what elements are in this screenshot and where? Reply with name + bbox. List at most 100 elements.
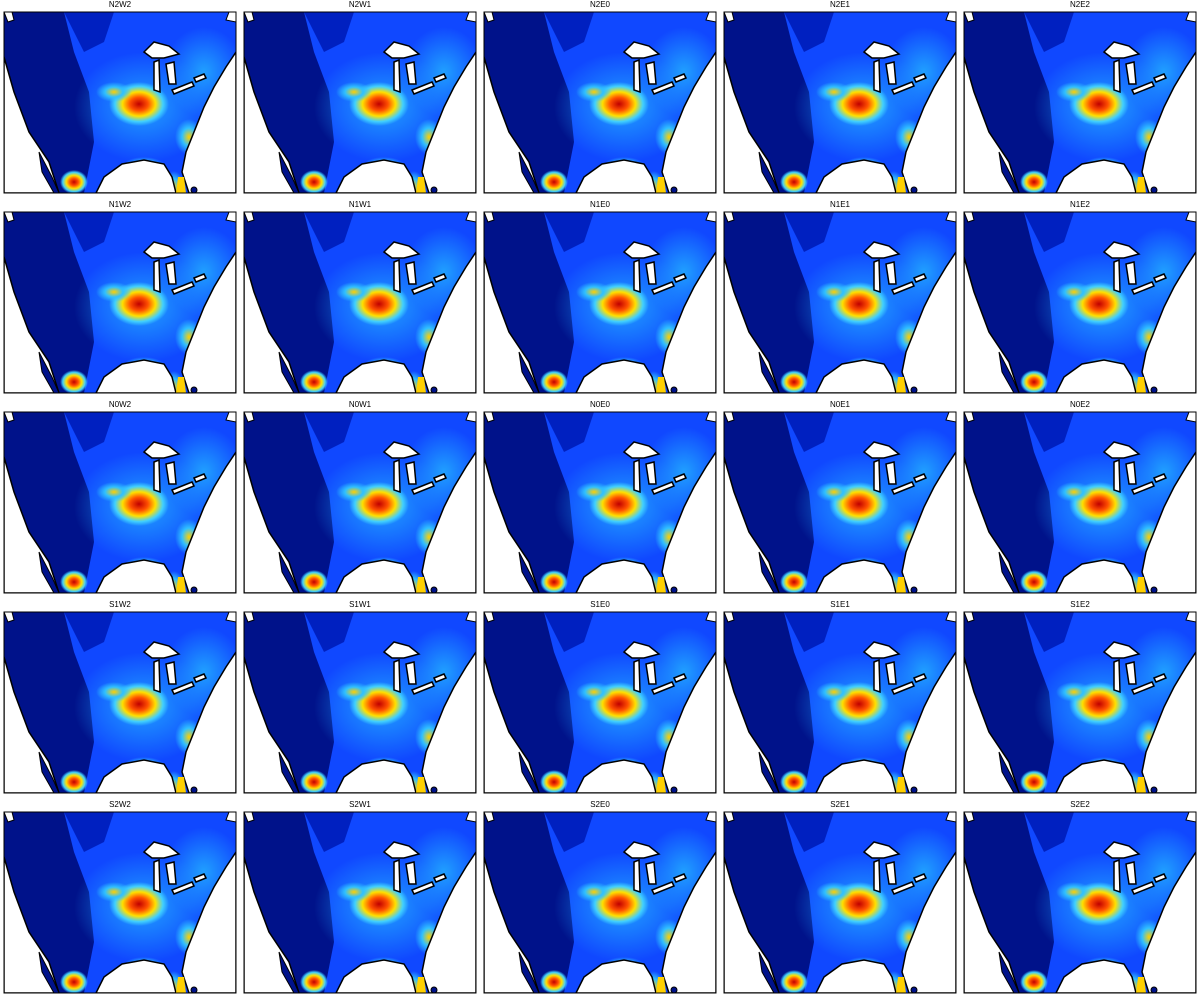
map-panel: S1E2 xyxy=(964,600,1200,803)
map-image xyxy=(964,812,1200,1000)
map-image xyxy=(244,412,484,603)
panel-frame xyxy=(483,211,717,394)
map-image xyxy=(724,212,964,403)
panel-frame xyxy=(243,811,477,994)
map-image xyxy=(4,412,244,603)
map-image xyxy=(484,412,724,603)
panel-title: N1W1 xyxy=(349,200,372,209)
panel-frame xyxy=(483,811,717,994)
panel-title: S1E1 xyxy=(830,600,850,609)
map-panel: N0W2 xyxy=(4,400,244,603)
map-image xyxy=(964,412,1200,603)
panel-frame xyxy=(483,11,717,194)
panel-frame xyxy=(483,411,717,594)
map-image xyxy=(484,812,724,1000)
panel-frame xyxy=(963,811,1197,994)
map-panel: N0W1 xyxy=(244,400,484,603)
map-image xyxy=(4,812,244,1000)
map-panel: N1W2 xyxy=(4,200,244,403)
panel-title: S2E2 xyxy=(1070,800,1090,809)
map-panel: N2W1 xyxy=(244,0,484,203)
panel-frame xyxy=(723,11,957,194)
map-panel: N2W2 xyxy=(4,0,244,203)
map-image xyxy=(724,812,964,1000)
map-image xyxy=(4,212,244,403)
map-image xyxy=(724,12,964,203)
panel-title: N2W1 xyxy=(349,0,372,9)
map-image xyxy=(244,212,484,403)
map-panel: N0E0 xyxy=(484,400,724,603)
panel-title: S1W1 xyxy=(349,600,371,609)
panel-title: N1E0 xyxy=(590,200,611,209)
panel-title: N0E2 xyxy=(1070,400,1091,409)
panel-frame xyxy=(3,611,237,794)
panel-frame xyxy=(963,11,1197,194)
panel-title: N0W1 xyxy=(349,400,372,409)
panel-frame xyxy=(723,211,957,394)
map-image xyxy=(4,12,244,203)
map-panel: S2E0 xyxy=(484,800,724,1000)
panel-frame xyxy=(483,611,717,794)
map-image xyxy=(964,612,1200,803)
map-image xyxy=(4,612,244,803)
map-panel: N0E2 xyxy=(964,400,1200,603)
panel-frame xyxy=(723,611,957,794)
panel-title: S1E2 xyxy=(1070,600,1090,609)
panel-frame xyxy=(243,211,477,394)
map-panel: S1W2 xyxy=(4,600,244,803)
panel-frame xyxy=(243,411,477,594)
panel-frame xyxy=(243,611,477,794)
panel-title: S2W2 xyxy=(109,800,131,809)
map-panel: N1E2 xyxy=(964,200,1200,403)
panel-title: N1E2 xyxy=(1070,200,1091,209)
panel-title: N2E0 xyxy=(590,0,611,9)
map-image xyxy=(484,612,724,803)
map-image xyxy=(484,12,724,203)
panel-frame xyxy=(723,811,957,994)
panel-frame xyxy=(3,11,237,194)
panel-frame xyxy=(963,611,1197,794)
map-panel: N2E2 xyxy=(964,0,1200,203)
map-image xyxy=(244,812,484,1000)
map-panel: S2E1 xyxy=(724,800,964,1000)
panel-title: N2E1 xyxy=(830,0,851,9)
map-panel: S2E2 xyxy=(964,800,1200,1000)
map-image xyxy=(484,212,724,403)
panel-frame xyxy=(723,411,957,594)
map-panel: S1E1 xyxy=(724,600,964,803)
map-panel: N2E0 xyxy=(484,0,724,203)
panel-title: S2E0 xyxy=(590,800,610,809)
panel-title: S2W1 xyxy=(349,800,371,809)
panel-title: N0E1 xyxy=(830,400,851,409)
map-image xyxy=(964,212,1200,403)
map-panel: S1E0 xyxy=(484,600,724,803)
map-panel: N2E1 xyxy=(724,0,964,203)
map-panel: N1W1 xyxy=(244,200,484,403)
map-panel: N0E1 xyxy=(724,400,964,603)
map-image xyxy=(964,12,1200,203)
panel-title: N1E1 xyxy=(830,200,851,209)
panel-frame xyxy=(243,11,477,194)
map-image xyxy=(244,612,484,803)
panel-frame xyxy=(963,411,1197,594)
map-panel: S1W1 xyxy=(244,600,484,803)
map-panel: N1E0 xyxy=(484,200,724,403)
panel-frame xyxy=(963,211,1197,394)
map-image xyxy=(724,412,964,603)
panel-frame xyxy=(3,411,237,594)
map-panel: N1E1 xyxy=(724,200,964,403)
panel-frame xyxy=(3,811,237,994)
panel-title: N0E0 xyxy=(590,400,611,409)
map-panel: S2W1 xyxy=(244,800,484,1000)
panel-title: N0W2 xyxy=(109,400,132,409)
map-image xyxy=(724,612,964,803)
map-panel: S2W2 xyxy=(4,800,244,1000)
panel-title: S1E0 xyxy=(590,600,610,609)
panel-title: N1W2 xyxy=(109,200,132,209)
map-image xyxy=(244,12,484,203)
panel-title: N2E2 xyxy=(1070,0,1091,9)
panel-title: S2E1 xyxy=(830,800,850,809)
panel-title: N2W2 xyxy=(109,0,132,9)
